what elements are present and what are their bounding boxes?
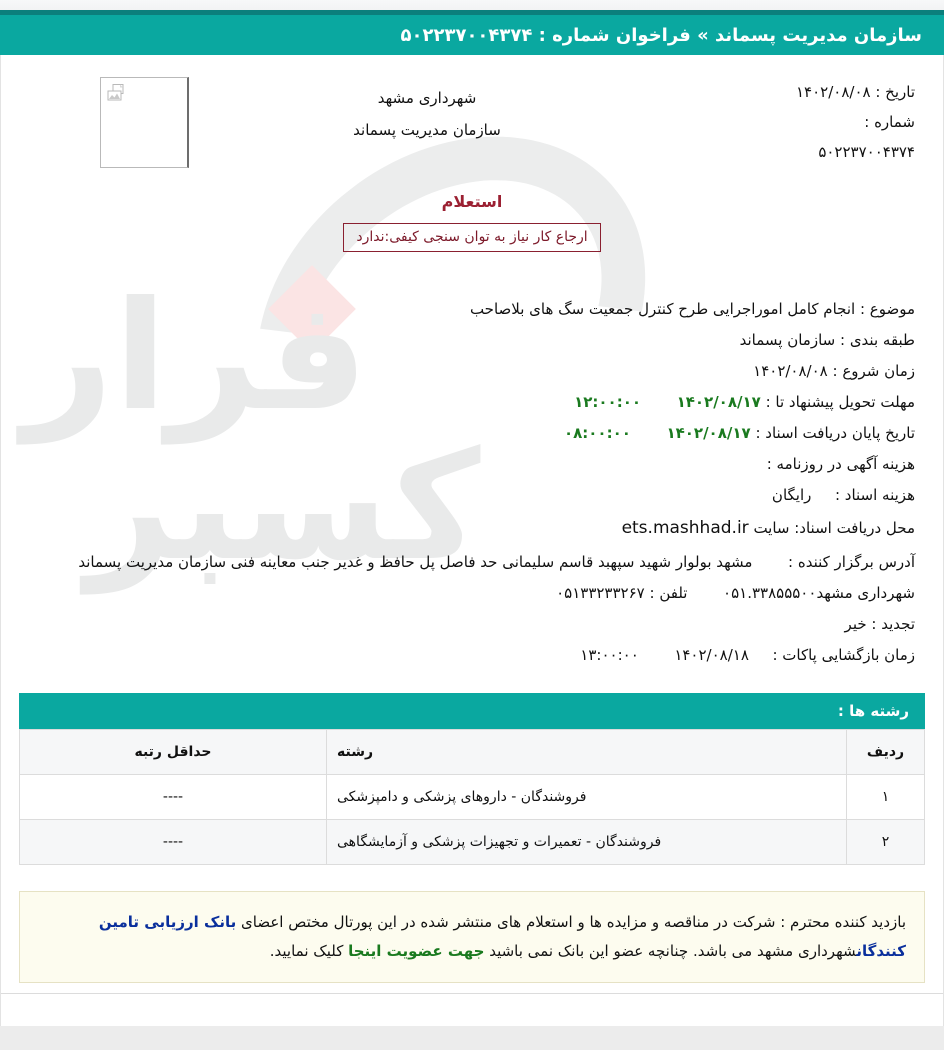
docs-cost-value: رایگان: [771, 486, 812, 505]
opening-label: زمان بازگشایی پاکات :: [772, 645, 915, 664]
cell-rashte: فروشندگان - تعمیرات و تجهیزات پزشکی و آز…: [326, 818, 847, 865]
detail-address: آدرس برگزار کننده : مشهد بولوار شهید سپه…: [29, 547, 915, 578]
opening-time: ۱۳:۰۰:۰۰: [580, 645, 639, 664]
notice-text-part2: شهرداری مشهد می باشد. چنانچه عضو این بان…: [484, 941, 857, 960]
docs-end-date: ۱۴۰۲/۰۸/۱۷: [666, 424, 751, 443]
detail-renewal: تجدید : خیر: [844, 614, 915, 633]
document-header: تاریخ : ۱۴۰۲/۰۸/۰۸ شماره : ۵۰۲۲۳۷۰۰۴۳۷۴ …: [1, 55, 943, 168]
detail-contact: شهرداری مشهد۰۵۱.۳۳۸۵۵۵۰۰ تلفن : ۰۵۱۳۳۲۳۳…: [29, 578, 915, 609]
issue-date: تاریخ : ۱۴۰۲/۰۸/۰۸: [796, 83, 915, 101]
detail-opening-time: زمان بازگشایی پاکات : ۱۴۰۲/۰۸/۱۸ ۱۳:۰۰:۰…: [29, 640, 915, 671]
header-logo-area: [29, 77, 189, 168]
address-value: مشهد بولوار شهید سپهبد قاسم سلیمانی حد ف…: [78, 552, 753, 571]
table-row: ۱ فروشندگان - داروهای پزشکی و دامپزشکی -…: [19, 773, 925, 820]
start-time-label: زمان شروع :: [832, 362, 916, 381]
cell-radif: ۱: [846, 773, 925, 820]
document-canvas: فرار کسبر تاریخ : ۱۴۰۲/۰۸/۰۸ شماره : ۵۰۲…: [0, 55, 944, 1026]
proposal-deadline-date: ۱۴۰۲/۰۸/۱۷: [676, 393, 761, 412]
column-header-min-rank: حداقل رتبه: [19, 728, 327, 775]
org-municipality: شهرداری مشهد: [377, 89, 477, 107]
tender-details: موضوع : انجام کامل اموراجرایی طرح کنترل …: [1, 294, 943, 671]
detail-docs-end: تاریخ پایان دریافت اسناد : ۱۴۰۲/۰۸/۱۷ ۰۸…: [29, 418, 915, 449]
detail-proposal-deadline: مهلت تحویل پیشنهاد تا : ۱۴۰۲/۰۸/۱۷ ۱۲:۰۰…: [29, 387, 915, 418]
membership-link[interactable]: جهت عضویت اینجا: [348, 941, 485, 960]
municipality-name: شهرداری مشهد: [816, 583, 915, 602]
qualification-note: ارجاع کار نیاز به توان سنجی کیفی:ندارد: [343, 223, 601, 252]
issue-number-value: ۵۰۲۲۳۷۰۰۴۳۷۴: [818, 143, 915, 161]
docs-place-label: محل دریافت اسناد: سایت: [753, 519, 915, 538]
header-meta: تاریخ : ۱۴۰۲/۰۸/۰۸ شماره : ۵۰۲۲۳۷۰۰۴۳۷۴: [665, 77, 915, 167]
detail-docs-place: محل دریافت اسناد: سایت ets.mashhad.ir: [29, 511, 915, 546]
column-header-rashte: رشته: [326, 728, 847, 775]
bottom-strip: [0, 1026, 944, 1050]
qualification-note-wrap: ارجاع کار نیاز به توان سنجی کیفی:ندارد: [1, 223, 943, 252]
detail-ad-cost: هزینه آگهی در روزنامه :: [766, 455, 915, 474]
rashte-section: رشته ها : ردیف رشته حداقل رتبه ۱ فروشندگ…: [19, 692, 925, 865]
column-header-radif: ردیف: [846, 728, 925, 775]
opening-date: ۱۴۰۲/۰۸/۱۸: [674, 645, 749, 664]
document-content: تاریخ : ۱۴۰۲/۰۸/۰۸ شماره : ۵۰۲۲۳۷۰۰۴۳۷۴ …: [1, 55, 943, 995]
detail-subject: موضوع : انجام کامل اموراجرایی طرح کنترل …: [469, 300, 915, 318]
docs-end-label: تاریخ پایان دریافت اسناد :: [755, 424, 915, 443]
notice-text-part3: کلیک نمایید.: [269, 941, 349, 960]
visitor-notice: بازدید کننده محترم : شرکت در مناقصه و مز…: [19, 890, 925, 984]
supplier-bank-label: بانک ارزیابی تامین کنندگان: [98, 912, 906, 960]
logo-image-placeholder: [100, 77, 189, 168]
top-gutter: [0, 0, 944, 10]
docs-cost-label: هزینه اسناد :: [834, 486, 915, 505]
detail-start-time: زمان شروع : ۱۴۰۲/۰۸/۰۸: [29, 356, 915, 387]
detail-category: طبقه بندی : سازمان پسماند: [739, 331, 915, 350]
org-department: سازمان مدیریت پسماند: [353, 120, 501, 139]
cell-radif: ۲: [846, 818, 925, 865]
table-header-row: ردیف رشته حداقل رتبه: [19, 728, 925, 775]
docs-end-time: ۰۸:۰۰:۰۰: [563, 424, 631, 443]
detail-docs-cost: هزینه اسناد : رایگان: [29, 480, 915, 511]
rashte-section-title: رشته ها :: [19, 692, 925, 729]
docs-place-site: ets.mashhad.ir: [621, 518, 749, 539]
municipality-code: ۰۵۱.۳۳۸۵۵۵۰۰: [723, 583, 817, 602]
table-row: ۲ فروشندگان - تعمیرات و تجهیزات پزشکی و …: [19, 818, 925, 865]
issue-number-label: شماره :: [864, 113, 915, 131]
announcement-title-text: سازمان مدیریت پسماند » فراخوان شماره : ۵…: [400, 24, 922, 46]
document-type-heading: استعلام: [441, 192, 503, 211]
notice-text-part1: بازدید کننده محترم : شرکت در مناقصه و مز…: [236, 912, 906, 931]
cell-rashte: فروشندگان - داروهای پزشکی و دامپزشکی: [326, 773, 847, 820]
bottom-divider: [1, 993, 943, 995]
address-label: آدرس برگزار کننده :: [788, 552, 915, 571]
header-organization: شهرداری مشهد سازمان مدیریت پسماند: [189, 77, 665, 146]
proposal-deadline-label: مهلت تحویل پیشنهاد تا :: [765, 393, 915, 412]
cell-min-rank: ----: [19, 818, 327, 865]
cell-min-rank: ----: [19, 773, 327, 820]
broken-image-icon: [107, 84, 124, 101]
phone-value: ۰۵۱۳۳۲۳۳۲۶۷: [556, 583, 645, 602]
announcement-title-bar: سازمان مدیریت پسماند » فراخوان شماره : ۵…: [0, 15, 944, 55]
proposal-deadline-time: ۱۲:۰۰:۰۰: [574, 393, 642, 412]
phone-label: تلفن :: [649, 583, 688, 602]
start-time-value: ۱۴۰۲/۰۸/۰۸: [753, 362, 828, 381]
rashte-table: ردیف رشته حداقل رتبه ۱ فروشندگان - داروه…: [19, 728, 925, 865]
title-bar-accent: [0, 10, 944, 15]
